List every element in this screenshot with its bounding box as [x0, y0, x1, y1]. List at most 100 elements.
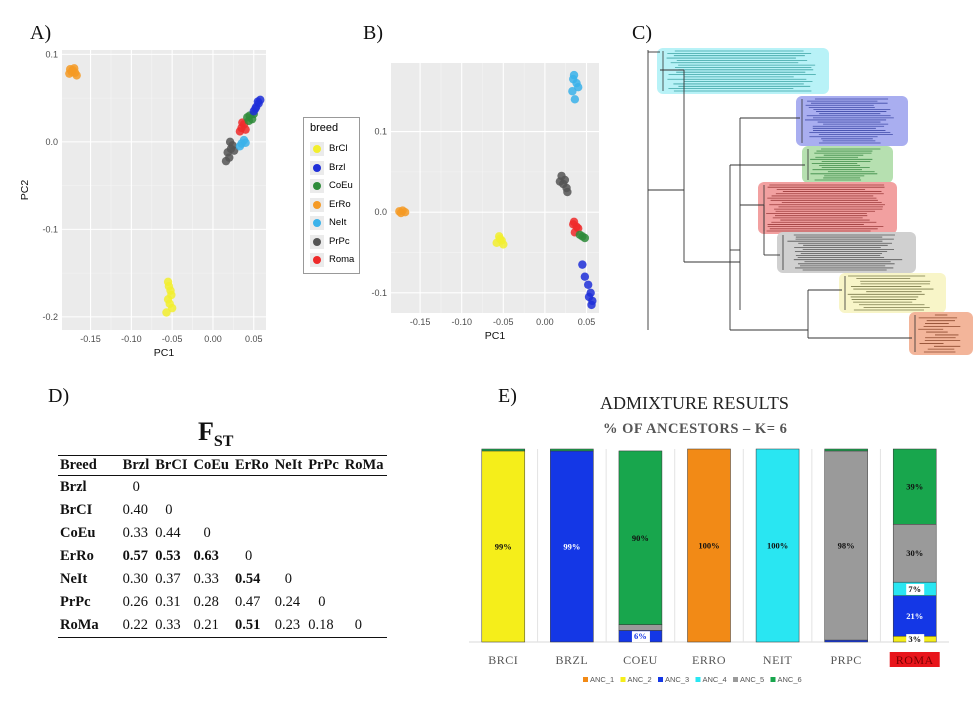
fst-cell: 0.54 [234, 571, 261, 587]
clade-highlight-1 [657, 48, 829, 94]
fst-cell [306, 499, 343, 522]
fst-cell: 0.33 [153, 614, 192, 638]
bar-legend-swatch-anc_1 [583, 677, 588, 682]
point-erro [72, 71, 81, 80]
fst-cell: 0.24 [274, 594, 301, 610]
point-coeu [580, 233, 590, 243]
point-brzl [256, 95, 265, 105]
x-axis-label: PC1 [154, 347, 175, 359]
fst-cell [273, 522, 306, 545]
x-tick-label: -0.05 [162, 334, 183, 344]
point-neit [241, 138, 250, 147]
legend-swatch [310, 216, 324, 230]
bar-legend-swatch-anc_3 [658, 677, 663, 682]
category-label: ROMA [896, 653, 934, 667]
fst-cell: 0.22 [120, 614, 154, 638]
point-roma [237, 123, 246, 133]
point-brzl [254, 99, 263, 108]
clade-highlight-6 [839, 273, 946, 313]
x-tick-label: 0.05 [245, 334, 263, 344]
bar-legend-label: ANC_3 [665, 675, 689, 684]
fst-cell: 0 [203, 525, 211, 541]
fst-cell: 0 [165, 502, 173, 518]
bar-legend-swatch-anc_6 [770, 677, 776, 682]
legend-swatch [310, 160, 324, 175]
fst-row-roma: RoMa 0.22 0.33 0.21 0.51 0.23 0.18 0 [58, 614, 388, 638]
bar-legend-label: ANC_2 [628, 675, 652, 684]
fst-col-header: BrCI [153, 455, 192, 476]
fst-cell: 0.26 [122, 594, 149, 610]
fst-cell: 0.31 [155, 594, 181, 610]
point-erro [65, 69, 74, 78]
fst-cell: 0 [244, 548, 253, 564]
fst-cell [273, 545, 306, 568]
fst-cell [343, 499, 388, 522]
data-label: 90% [632, 533, 649, 543]
point-brzl [580, 272, 590, 281]
fst-cell [306, 568, 343, 591]
point-prpc [555, 177, 565, 186]
x-tick-label: -0.05 [493, 317, 514, 327]
legend-title: breed [310, 122, 339, 134]
fst-cell [191, 499, 232, 522]
category-label: NEIT [763, 653, 792, 667]
legend-label: ErRo [329, 198, 351, 210]
plot-background [391, 63, 599, 313]
category-label: BRCI [488, 653, 518, 667]
data-label: 100% [698, 541, 719, 551]
bar-segment-prpc-anc_3 [824, 639, 868, 643]
point-erro [400, 207, 410, 217]
point-erro [67, 67, 76, 77]
fst-title: FST [198, 417, 233, 451]
point-roma [569, 220, 578, 229]
bar-segment-coeu-anc_5 [618, 624, 663, 631]
y-tick-label: -0.2 [42, 312, 58, 322]
fst-cell: 0.33 [122, 525, 149, 541]
fst-cell: 0.23 [272, 614, 307, 638]
point-prpc [225, 137, 235, 147]
highlight-category-box [889, 652, 940, 667]
fst-cell: 0.44 [155, 525, 181, 541]
fst-cell: 0.40 [122, 502, 149, 518]
point-roma [238, 118, 247, 127]
point-brzl [578, 260, 587, 269]
fst-cell: 0.30 [122, 571, 149, 587]
legend-swatch [310, 197, 324, 212]
y-tick-label: -0.1 [371, 288, 387, 298]
x-tick-label: -0.15 [410, 317, 431, 327]
point-brcl [163, 295, 173, 304]
fst-row-label: Brzl [60, 479, 87, 495]
data-label: 98% [838, 541, 855, 551]
point-brcl [494, 232, 504, 241]
legend-label: BrCl [329, 143, 348, 154]
breed-legend: breed BrCl Brzl CoEu ErRo NeIt PrPc Roma [303, 117, 360, 274]
point-erro [395, 207, 404, 216]
x-tick-label: -0.10 [121, 334, 142, 344]
legend-swatch [310, 253, 324, 267]
point-prpc [557, 171, 566, 181]
point-brzl [583, 280, 593, 289]
point-brzl [252, 102, 261, 112]
fst-cell [273, 499, 306, 522]
fst-row-neit: NeIt 0.30 0.37 0.33 0.54 0 [58, 568, 387, 591]
point-roma [241, 125, 250, 134]
point-brzl [249, 107, 258, 116]
bar-segment-brzl-anc_6 [550, 448, 594, 452]
bar-segment-brci-anc_2 [481, 450, 526, 643]
bar-legend-label: ANC_5 [740, 675, 764, 684]
x-tick-label: -0.10 [451, 317, 472, 327]
plot-background [62, 50, 266, 330]
fst-row-label: ErRo [60, 548, 94, 564]
legend-swatch [310, 142, 324, 156]
point-brcl [492, 238, 501, 248]
fst-cell: 0 [284, 571, 293, 587]
data-label: 99% [563, 541, 580, 551]
category-label: PRPC [830, 653, 861, 667]
point-prpc [225, 153, 234, 162]
fst-cell [153, 476, 191, 500]
fst-cell: 0.18 [306, 614, 343, 638]
category-label: BRZL [556, 653, 589, 667]
scatter-a: -0.15 -0.10 -0.05 0.00 0.05 -0.2 -0.1 0.0 0.1 PC1… [19, 49, 266, 359]
data-label: 39% [906, 482, 923, 492]
bar-segment-brzl-anc_3 [550, 450, 594, 643]
